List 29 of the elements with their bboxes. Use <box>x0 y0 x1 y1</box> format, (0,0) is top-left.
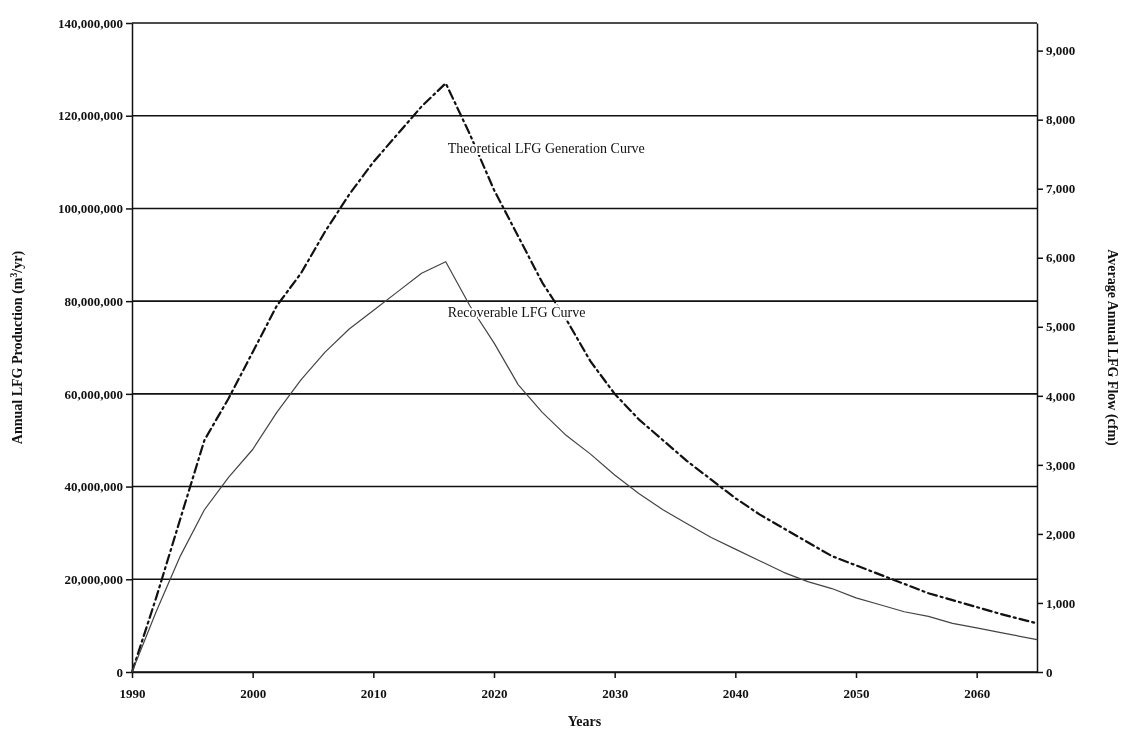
y2-tick-label: 4,000 <box>1046 388 1076 404</box>
y2-tick-label: 0 <box>1046 664 1053 680</box>
x-tick-label: 2060 <box>964 685 991 701</box>
y2-tick-label: 6,000 <box>1046 250 1076 266</box>
y-tick-label: 100,000,000 <box>58 201 123 217</box>
x-tick-label: 2020 <box>481 685 508 701</box>
y2-tick-label: 5,000 <box>1046 319 1076 335</box>
y-tick-label: 20,000,000 <box>64 571 123 587</box>
y2-tick-label: 1,000 <box>1046 595 1076 611</box>
y2-tick-label: 9,000 <box>1046 43 1076 59</box>
x-tick-label: 2010 <box>360 685 387 701</box>
y-tick-label: 0 <box>116 664 123 680</box>
y-tick-label: 60,000,000 <box>64 386 123 402</box>
x-tick-label: 1990 <box>119 685 146 701</box>
y-tick-label: 140,000,000 <box>58 15 123 31</box>
x-tick-label: 2050 <box>843 685 870 701</box>
x-axis-title: Years <box>567 714 602 729</box>
x-tick-label: 2040 <box>722 685 749 701</box>
y2-tick-label: 3,000 <box>1046 457 1076 473</box>
y2-axis-title: Average Annual LFG Flow (cfm) <box>1104 249 1120 447</box>
series-label: Theoretical LFG Generation Curve <box>447 141 645 157</box>
x-tick-label: 2000 <box>240 685 267 701</box>
x-tick-label: 2030 <box>602 685 629 701</box>
y2-tick-label: 8,000 <box>1046 112 1076 128</box>
y-tick-label: 120,000,000 <box>58 108 123 124</box>
y2-tick-label: 7,000 <box>1046 181 1076 197</box>
y-tick-label: 40,000,000 <box>64 479 123 495</box>
y2-tick-label: 2,000 <box>1046 526 1076 542</box>
y-tick-label: 80,000,000 <box>64 293 123 309</box>
